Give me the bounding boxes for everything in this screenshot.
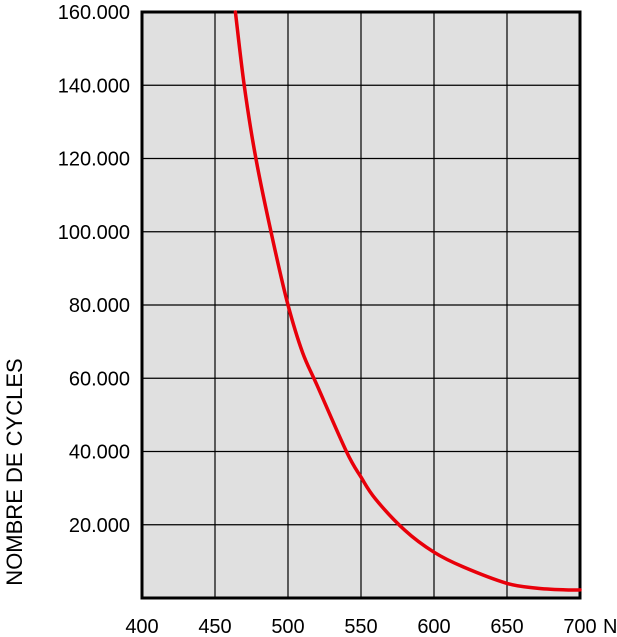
x-tick-labels: 400 450 500 550 600 650 700 (125, 616, 596, 637)
x-tick-label: 550 (344, 616, 377, 637)
x-tick-label: 500 (271, 616, 304, 637)
y-tick-label: 60.000 (69, 368, 130, 390)
y-axis-title: NOMBRE DE CYCLES (2, 358, 27, 585)
x-tick-label: 650 (490, 616, 523, 637)
y-tick-label: 160.000 (58, 2, 130, 24)
y-tick-label: 40.000 (69, 442, 130, 464)
plot-frame (140, 10, 582, 600)
x-tick-label: 450 (198, 616, 231, 637)
y-tick-label: 80.000 (69, 295, 130, 317)
x-tick-label: 400 (125, 616, 158, 637)
y-tick-label: 20.000 (69, 515, 130, 537)
x-tick-label: 700 (563, 616, 596, 637)
x-unit-label: N (603, 616, 617, 637)
series-line (233, 10, 582, 592)
series-group (233, 10, 582, 592)
y-tick-label: 140.000 (58, 75, 130, 97)
y-tick-labels: 20.000 40.000 60.000 80.000 100.000 120.000 14… (58, 2, 130, 537)
x-tick-label: 600 (417, 616, 450, 637)
y-tick-label: 100.000 (58, 222, 130, 244)
y-tick-label: 120.000 (58, 149, 130, 171)
